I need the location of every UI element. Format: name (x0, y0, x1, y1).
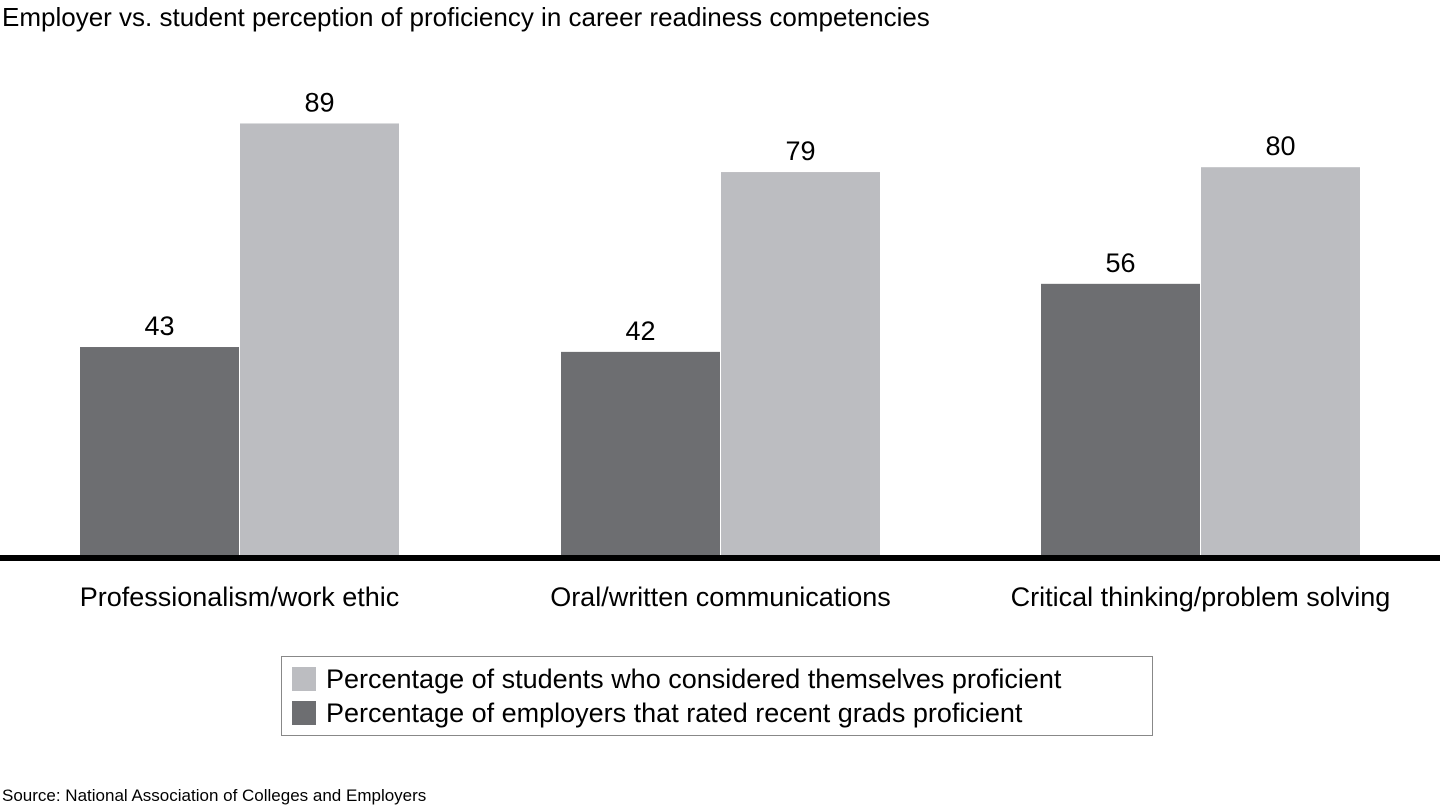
category-label: Professionalism/work ethic (80, 582, 400, 612)
x-axis-baseline (0, 555, 1440, 561)
chart-title: Employer vs. student perception of profi… (2, 2, 930, 32)
source-note: Source: National Association of Colleges… (2, 786, 427, 805)
legend-swatch-employers (292, 701, 316, 725)
data-label: 79 (785, 136, 815, 166)
legend-label-students: Percentage of students who considered th… (326, 663, 1062, 694)
data-label: 80 (1265, 131, 1295, 161)
bar-students-0 (240, 123, 399, 557)
legend: Percentage of students who considered th… (281, 656, 1153, 736)
bar-students-2 (1201, 167, 1360, 556)
data-label: 42 (625, 316, 655, 346)
category-label: Oral/written communications (550, 582, 891, 612)
bar-employers-1 (561, 351, 720, 556)
bar-employers-0 (80, 347, 239, 556)
legend-label-employers: Percentage of employers that rated recen… (326, 697, 1023, 728)
legend-swatch-students (292, 667, 316, 691)
bar-chart: 43 89 Professionalism/work ethic 42 79 Oral/w… (0, 87, 1440, 612)
data-label: 56 (1105, 248, 1135, 278)
category-label: Critical thinking/problem solving (1011, 582, 1391, 612)
bar-students-1 (721, 172, 880, 556)
legend-item-employers: Percentage of employers that rated recen… (292, 696, 1152, 730)
data-label: 89 (304, 87, 334, 117)
data-label: 43 (144, 311, 174, 341)
bar-employers-2 (1041, 283, 1200, 556)
legend-item-students: Percentage of students who considered th… (292, 662, 1152, 696)
